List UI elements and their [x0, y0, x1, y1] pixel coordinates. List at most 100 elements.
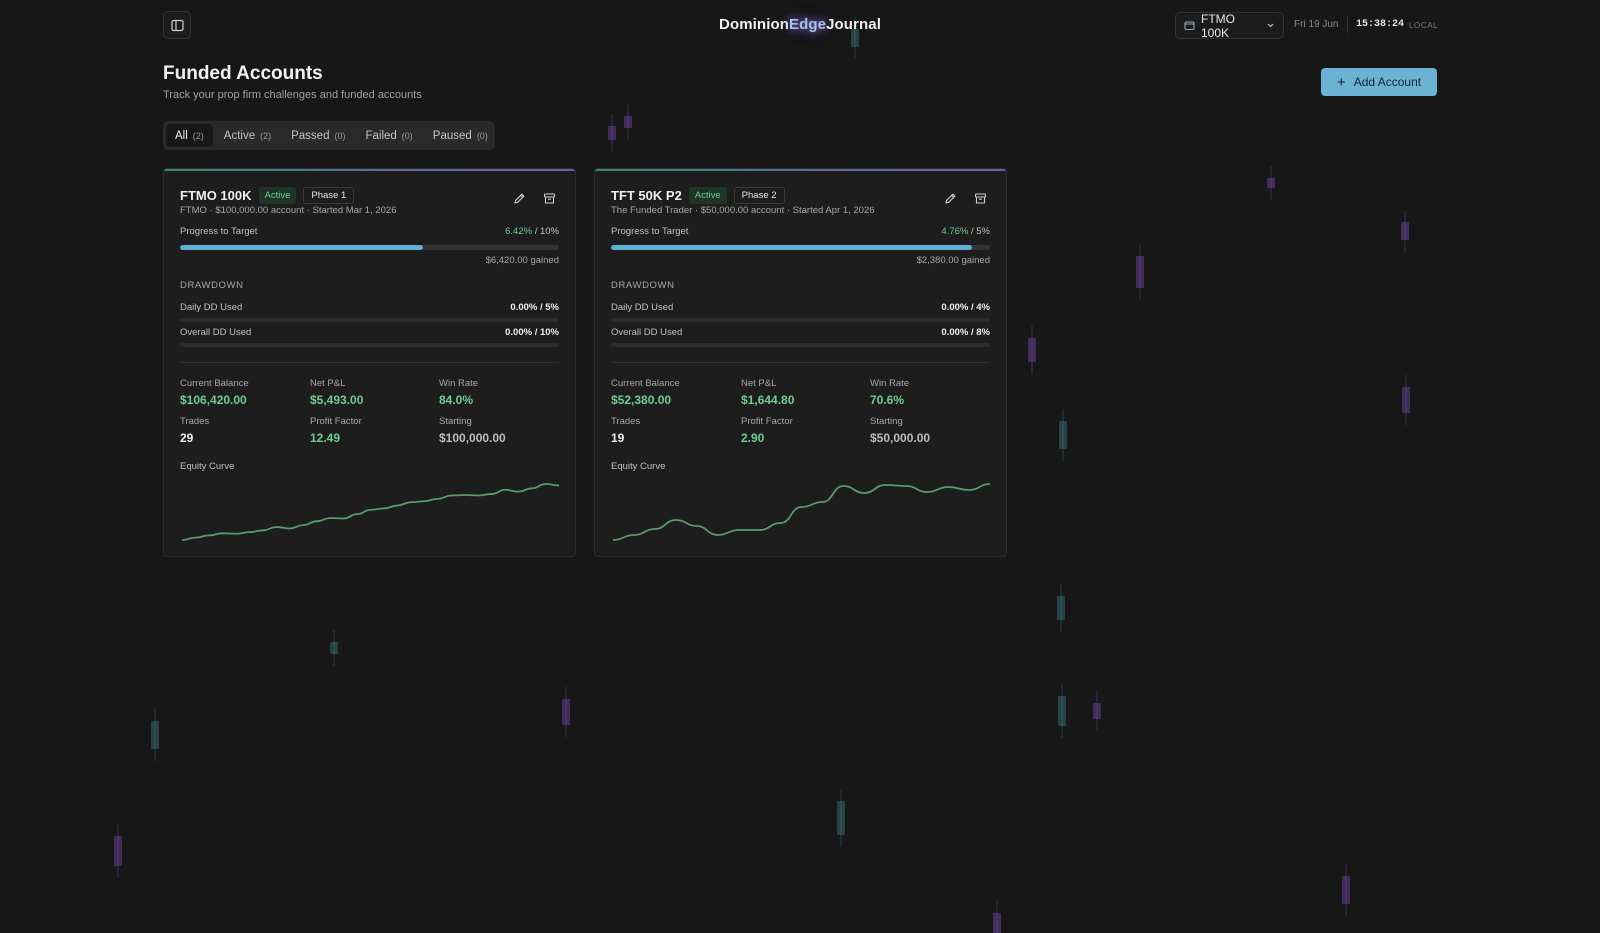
overall-dd-bar [180, 343, 559, 347]
page-subtitle: Track your prop firm challenges and fund… [163, 89, 422, 101]
daily-dd-bar [180, 318, 559, 322]
stat-starting-balance: Starting $50,000.00 [870, 416, 931, 445]
account-name: TFT 50K P2 [611, 188, 682, 203]
card-divider [180, 362, 559, 363]
stat-trades: Trades 19 [611, 416, 641, 445]
tab-active[interactable]: Active (2) [223, 129, 272, 142]
edit-account-button[interactable] [942, 190, 958, 206]
candle-body [562, 699, 570, 725]
stat-profit-factor: Profit Factor 12.49 [310, 416, 362, 445]
card-divider [611, 362, 990, 363]
candle-body [1093, 703, 1101, 719]
candle-body [1028, 338, 1036, 362]
candle-body [1057, 596, 1065, 620]
stat-win-rate: Win Rate 84.0% [439, 378, 479, 407]
status-badge: Active [688, 187, 727, 204]
account-selector[interactable]: FTMO 100K [1175, 11, 1284, 40]
brand-logo: DominionEdgeJournal [719, 16, 881, 33]
account-details: FTMO · $100,000.00 account · Started Mar… [180, 205, 397, 216]
candle-body [608, 126, 616, 140]
candle-body [851, 29, 859, 47]
candle-body [993, 913, 1001, 933]
candle-body [1342, 876, 1350, 904]
archive-account-button[interactable] [541, 190, 557, 206]
candle-body [624, 116, 632, 128]
timezone-label: LOCAL [1409, 21, 1439, 30]
stat-trades: Trades 29 [180, 416, 210, 445]
candle-body [330, 642, 338, 654]
phase-badge: Phase 2 [733, 187, 785, 204]
candle-body [151, 721, 159, 749]
equity-curve-line [181, 483, 560, 541]
equity-curve-label: Equity Curve [180, 461, 235, 472]
current-date: Fri 19 Jun [1294, 19, 1339, 30]
pencil-icon [944, 193, 955, 204]
chevron-down-icon [1267, 23, 1274, 28]
account-card-tft-50k-p2: TFT 50K P2 Active Phase 2 [594, 168, 1007, 557]
archive-icon [543, 192, 555, 204]
current-time: 15:38:24 [1356, 19, 1405, 30]
sidebar-icon [170, 19, 184, 31]
progress-label: Progress to Target [611, 226, 689, 237]
add-account-button[interactable]: + Add Account [1321, 68, 1437, 96]
pencil-icon [513, 193, 524, 204]
tab-paused[interactable]: Paused (0) [432, 129, 488, 142]
wallet-icon [1184, 21, 1195, 31]
tab-failed[interactable]: Failed (0) [365, 129, 413, 142]
gained-amount: $6,420.00 gained [485, 255, 559, 266]
equity-curve-chart [181, 483, 560, 541]
overall-dd-value: 0.00% / 10% [505, 327, 559, 338]
stat-starting-balance: Starting $100,000.00 [439, 416, 506, 445]
daily-dd-value: 0.00% / 5% [510, 302, 559, 313]
progress-bar-fill [180, 245, 424, 250]
equity-curve-chart [612, 483, 991, 541]
stat-profit-factor: Profit Factor 2.90 [741, 416, 793, 445]
account-details: The Funded Trader · $50,000.00 account ·… [611, 205, 875, 216]
archive-icon [974, 192, 986, 204]
equity-curve-line [612, 483, 991, 541]
daily-dd-label: Daily DD Used [611, 302, 674, 313]
account-card-ftmo-100k: FTMO 100K Active Phase 1 [163, 168, 576, 557]
candle-body [1058, 696, 1066, 726]
candle-body [1267, 178, 1275, 188]
tab-all[interactable]: All (2) [166, 124, 213, 147]
page-title: Funded Accounts [163, 63, 323, 84]
progress-value: 6.42% / 10% [505, 226, 559, 237]
overall-dd-label: Overall DD Used [180, 327, 252, 338]
stat-current-balance: Current Balance $52,380.00 [611, 378, 680, 407]
tab-passed[interactable]: Passed (0) [291, 129, 346, 142]
progress-bar [611, 245, 990, 250]
daily-dd-label: Daily DD Used [180, 302, 243, 313]
overall-dd-label: Overall DD Used [611, 327, 683, 338]
progress-label: Progress to Target [180, 226, 258, 237]
daily-dd-value: 0.00% / 4% [941, 302, 990, 313]
candle-body [1402, 387, 1410, 413]
daily-dd-bar [611, 318, 990, 322]
candle-body [114, 836, 122, 866]
status-filter-tabs: All (2) Active (2) Passed (0) Failed (0) Pau… [163, 121, 495, 150]
edit-account-button[interactable] [511, 190, 527, 206]
stat-current-balance: Current Balance $106,420.00 [180, 378, 249, 407]
sidebar-toggle-button[interactable] [163, 11, 191, 39]
candle-body [1136, 256, 1144, 288]
header-divider [1347, 17, 1348, 33]
candle-body [1059, 421, 1067, 449]
phase-badge: Phase 1 [303, 187, 355, 204]
progress-bar-fill [611, 245, 972, 250]
add-account-label: Add Account [1353, 75, 1422, 89]
overall-dd-bar [611, 343, 990, 347]
progress-value: 4.76% / 5% [941, 226, 990, 237]
status-badge: Active [258, 187, 297, 204]
drawdown-heading: DRAWDOWN [611, 280, 675, 291]
drawdown-heading: DRAWDOWN [180, 280, 244, 291]
stat-net-pnl: Net P&L $5,493.00 [310, 378, 364, 407]
stat-net-pnl: Net P&L $1,644.80 [741, 378, 795, 407]
stat-win-rate: Win Rate 70.6% [870, 378, 910, 407]
progress-bar [180, 245, 559, 250]
plus-icon: + [1336, 73, 1346, 91]
account-selector-label: FTMO 100K [1201, 11, 1235, 40]
equity-curve-label: Equity Curve [611, 461, 666, 472]
gained-amount: $2,380.00 gained [916, 255, 990, 266]
archive-account-button[interactable] [972, 190, 988, 206]
